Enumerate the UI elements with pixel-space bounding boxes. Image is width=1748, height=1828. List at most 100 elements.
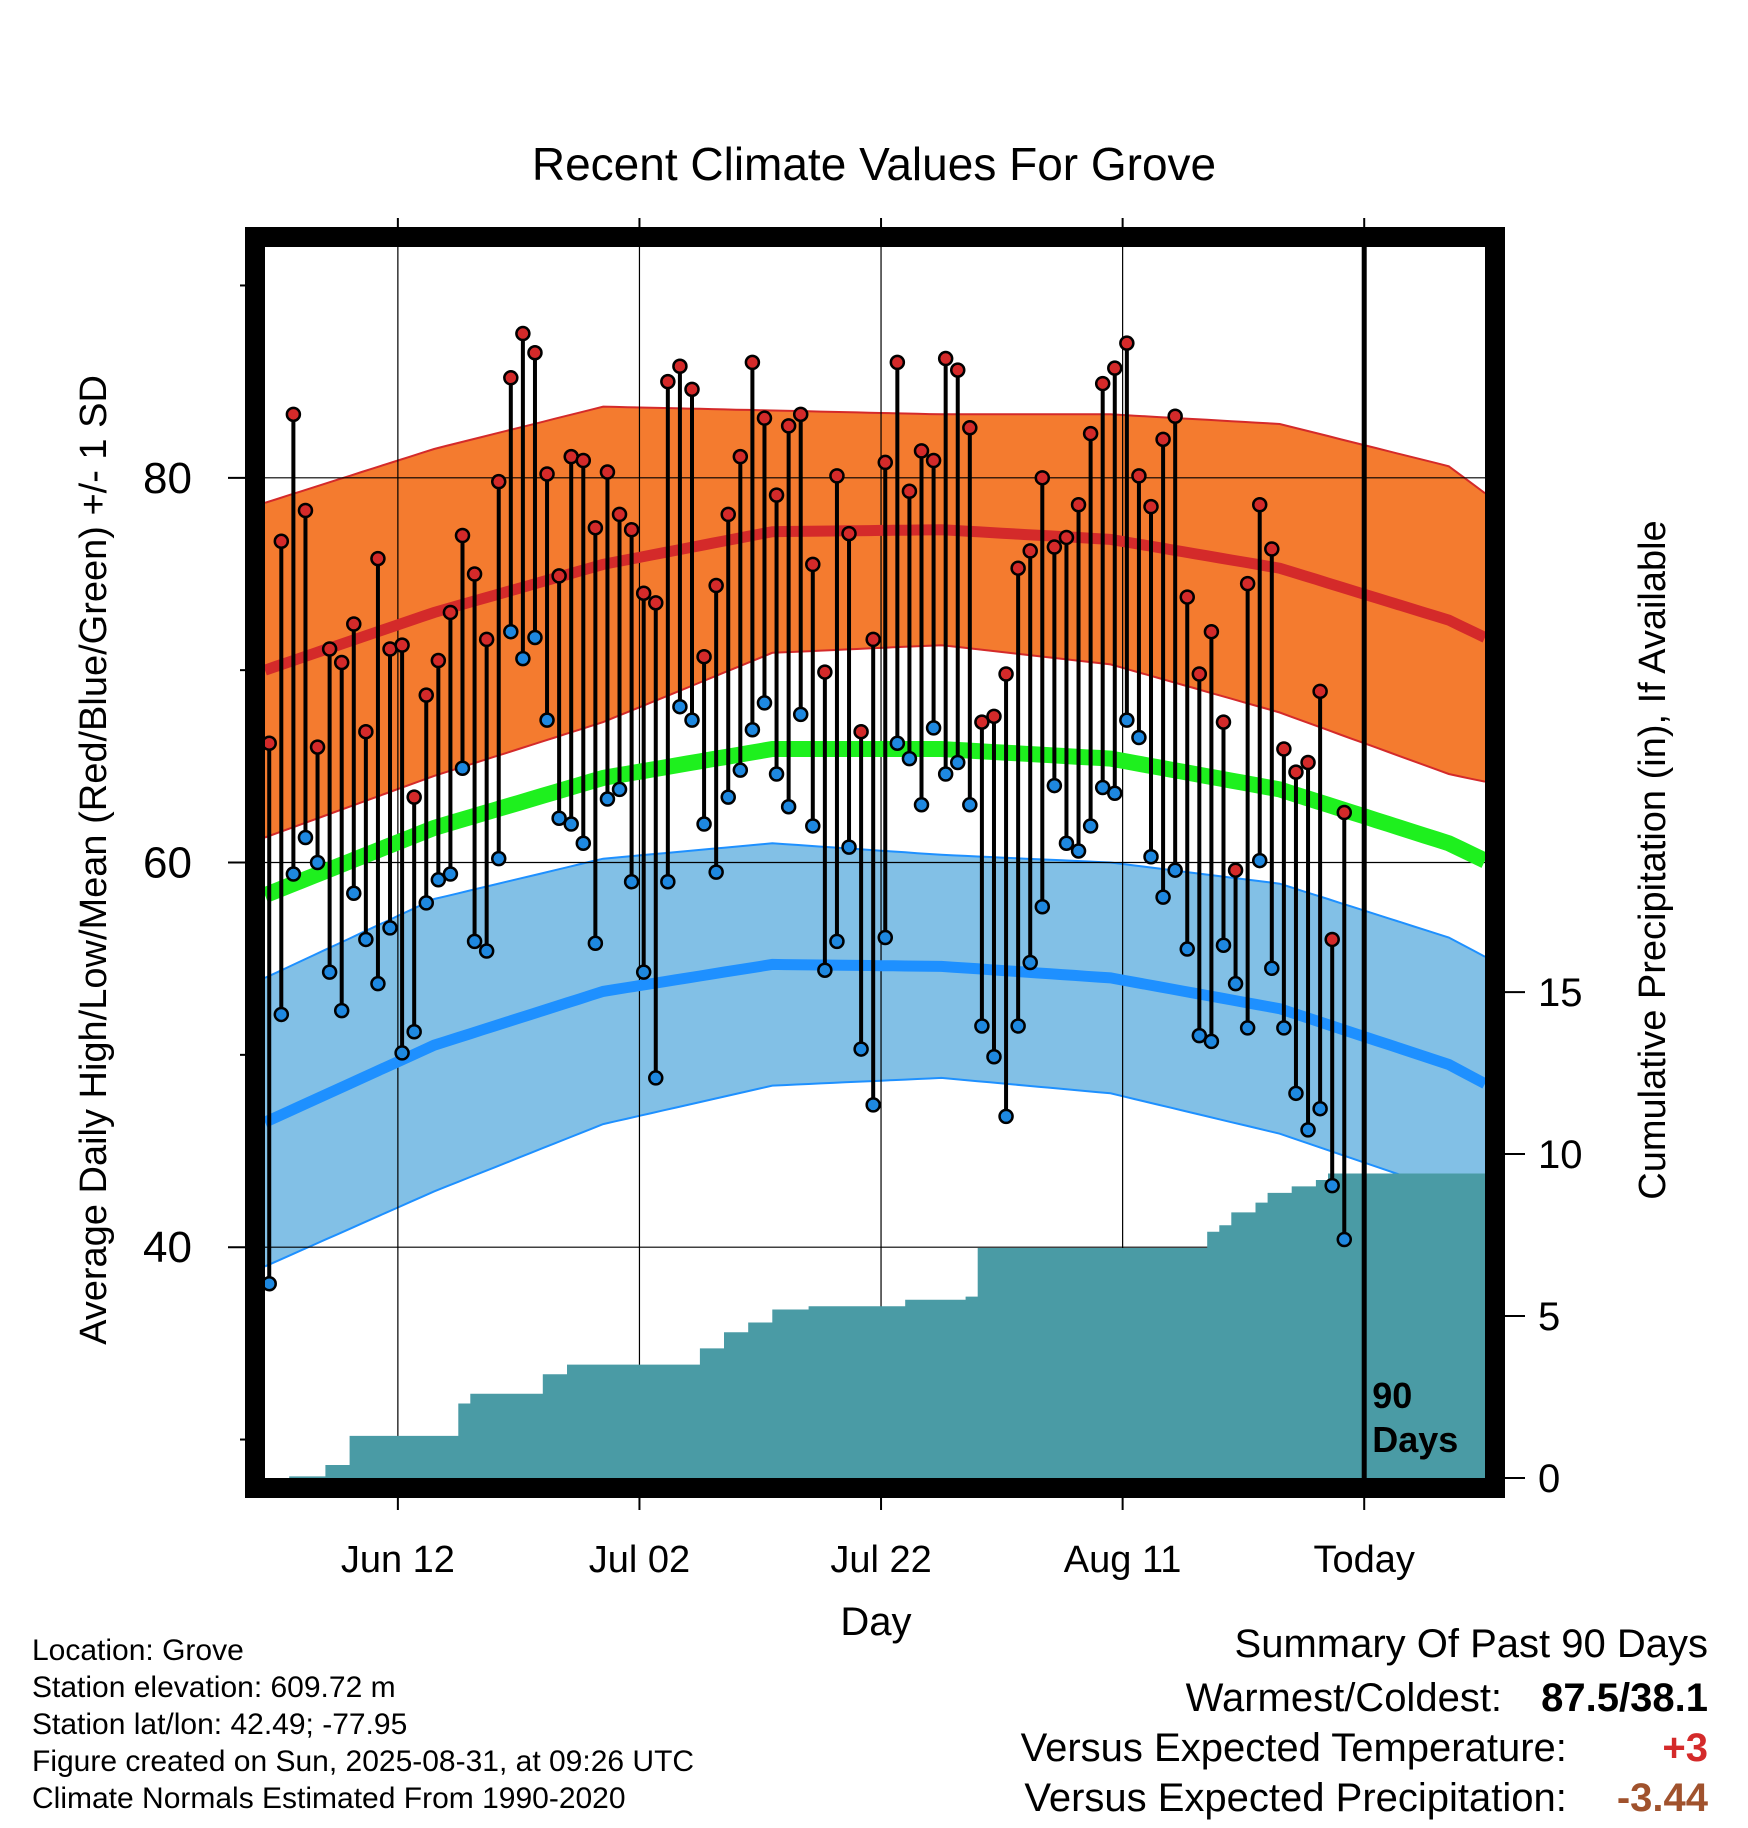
daily-high-point (744, 354, 761, 371)
daily-high-point (684, 381, 700, 398)
daily-low-point (889, 735, 906, 751)
daily-low-point (515, 650, 531, 667)
y-tick-label: 60 (143, 839, 192, 888)
daily-low-point (744, 722, 761, 738)
daily-high-point (672, 358, 688, 375)
daily-low-point (720, 789, 736, 805)
daily-low-point (587, 935, 604, 952)
daily-high-point (1010, 560, 1026, 576)
daily-low-point (623, 873, 640, 890)
daily-high-point (1167, 408, 1183, 425)
daily-low-point (986, 1049, 1002, 1065)
y2-axis-label: Cumulative Precipitation (in), If Availa… (1632, 520, 1674, 1199)
daily-high-point (1336, 804, 1353, 821)
daily-low-point (1131, 729, 1147, 746)
daily-high-point (539, 466, 555, 482)
daily-low-point (466, 933, 483, 950)
daily-high-point (805, 556, 821, 573)
daily-low-point (635, 964, 652, 980)
station-metadata: Location: Grove Station elevation: 609.7… (32, 1632, 694, 1817)
daily-high-point (490, 473, 507, 490)
daily-high-point (333, 654, 350, 671)
summary-warmest-label: Warmest/Coldest: (1185, 1676, 1503, 1720)
daily-low-point (454, 760, 471, 777)
daily-high-point (841, 525, 857, 542)
daily-high-point (442, 604, 459, 621)
daily-low-point (490, 850, 507, 867)
daily-high-point (708, 577, 724, 594)
daily-low-point (841, 839, 857, 855)
daily-low-point (1336, 1231, 1353, 1248)
meta-elevation: Station elevation: 609.72 m (32, 1671, 396, 1704)
daily-high-point (1034, 470, 1051, 486)
daily-low-point (346, 885, 362, 902)
daily-low-point (1324, 1177, 1340, 1194)
summary-temp-label: Versus Expected Temperature: (1020, 1726, 1567, 1770)
daily-low-point (1082, 818, 1099, 834)
daily-low-point (442, 866, 459, 882)
daily-low-point (1276, 1020, 1292, 1036)
daily-high-point (1179, 589, 1195, 605)
daily-low-point (865, 1097, 881, 1113)
daily-high-point (648, 595, 664, 611)
daily-low-point (418, 895, 435, 911)
y2-tick-label: 5 (1538, 1295, 1560, 1339)
daily-high-point (1276, 741, 1292, 757)
daily-low-point (406, 1024, 422, 1040)
daily-low-point (1300, 1122, 1316, 1138)
daily-high-point (1155, 431, 1171, 448)
x-tick-label: Jul 22 (830, 1539, 931, 1581)
daily-low-point (1094, 779, 1111, 796)
summary-warmest-value: 87.5/38.1 (1541, 1676, 1708, 1720)
daily-low-point (1010, 1018, 1026, 1034)
daily-high-point (998, 666, 1014, 682)
daily-low-point (708, 864, 724, 880)
daily-low-point (672, 698, 688, 715)
daily-low-point (1022, 954, 1038, 971)
daily-high-point (478, 631, 495, 648)
daily-high-point (1082, 425, 1099, 442)
daily-low-point (780, 798, 797, 815)
daily-high-point (974, 714, 990, 730)
daily-high-point (623, 521, 640, 538)
daily-high-point (394, 637, 410, 653)
daily-high-point (986, 708, 1002, 725)
daily-low-point (539, 712, 555, 728)
daily-low-point (1119, 712, 1135, 728)
daily-low-point (321, 964, 338, 980)
daily-low-point (333, 1002, 350, 1019)
daily-high-point (611, 506, 628, 523)
daily-high-point (937, 350, 954, 367)
daily-high-point (285, 406, 302, 423)
daily-high-point (587, 520, 604, 536)
daily-high-point (503, 370, 519, 386)
daily-low-point (611, 781, 628, 798)
daily-low-point (503, 623, 519, 640)
daily-high-point (309, 739, 326, 755)
y2-tick-label: 10 (1538, 1133, 1583, 1177)
daily-low-point (430, 872, 447, 888)
daily-low-point (1215, 937, 1232, 953)
daily-high-point (1191, 666, 1208, 682)
daily-low-point (962, 797, 978, 813)
daily-high-point (1131, 468, 1147, 484)
summary-precip-label: Versus Expected Precipitation: (1024, 1776, 1567, 1820)
daily-high-point (466, 566, 483, 582)
meta-normals: Climate Normals Estimated From 1990-2020 (32, 1782, 626, 1815)
summary-title: Summary Of Past 90 Days (1234, 1622, 1708, 1666)
daily-high-point (454, 527, 471, 544)
daily-low-point (358, 931, 374, 948)
y-tick-label: 40 (143, 1223, 192, 1272)
daily-low-point (901, 750, 918, 767)
daily-high-point (1227, 862, 1244, 878)
daily-low-point (1143, 848, 1159, 865)
daily-high-point (1300, 754, 1316, 771)
daily-low-point (551, 810, 567, 827)
daily-low-point (805, 818, 821, 834)
meta-latlon: Station lat/lon: 42.49; -77.95 (32, 1708, 408, 1741)
daily-high-point (1215, 714, 1232, 730)
daily-low-point (853, 1041, 869, 1057)
daily-low-point (1191, 1027, 1208, 1044)
daily-low-point (1251, 852, 1268, 869)
